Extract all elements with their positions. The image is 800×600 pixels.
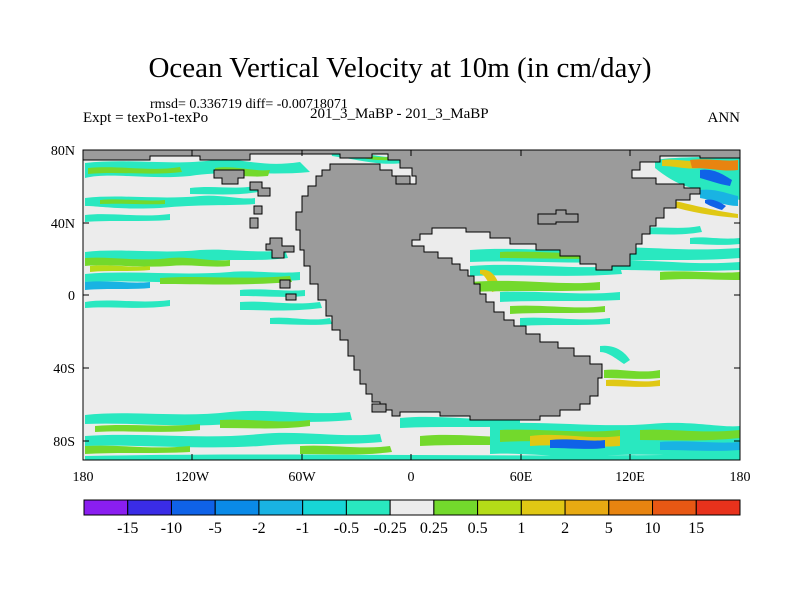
colorbar-swatch	[389, 499, 435, 516]
colorbar-swatch	[520, 499, 566, 516]
colorbar-label: 0.5	[468, 520, 488, 537]
case-label: 201_3_MaBP - 201_3_MaBP	[310, 106, 489, 122]
colorbar-label: -1	[296, 520, 309, 537]
lat-label-0: 0	[68, 289, 75, 304]
rmsd-diff-stats: rmsd= 0.336719 diff= -0.00718071	[150, 97, 348, 112]
colorbar-label: 0.25	[420, 520, 448, 537]
colorbar-label: 15	[688, 520, 704, 537]
colorbar-label: 5	[605, 520, 613, 537]
colorbar-label: 10	[645, 520, 661, 537]
season-label: ANN	[707, 110, 741, 126]
colorbar-swatch	[477, 499, 522, 516]
lon-label-60e: 60E	[510, 470, 533, 485]
lat-label-40s: 40S	[53, 362, 75, 377]
colorbar-swatch	[83, 499, 129, 516]
colorbar-swatch	[652, 499, 697, 516]
colorbar-label: 2	[561, 520, 569, 537]
colorbar-label: -2	[252, 520, 265, 537]
colorbar-label: -5	[209, 520, 222, 537]
lon-label-180w: 180	[73, 470, 94, 485]
colorbar-label: 1	[517, 520, 525, 537]
colorbar-swatch	[127, 499, 172, 516]
lon-label-120e: 120E	[615, 470, 645, 485]
colorbar-labels: -15 -10 -5 -2 -1 -0.5 -0.25 0.25 0.5 1 2 5 10 15	[117, 520, 704, 537]
lon-label-120w: 120W	[175, 470, 210, 485]
lon-label-0: 0	[408, 470, 415, 485]
axis-ticks	[82, 149, 741, 460]
colorbar-swatch	[345, 499, 391, 516]
land-masses	[83, 150, 740, 421]
colorbar-label: -0.5	[334, 520, 359, 537]
colorbar-label: -10	[161, 520, 182, 537]
colorbar-swatch	[170, 499, 216, 516]
colorbar-swatch	[258, 499, 304, 516]
map-panel	[83, 150, 740, 460]
colorbar-swatch	[608, 499, 654, 516]
experiment-label: Expt = texPo1-texPo	[83, 110, 209, 126]
lat-label-80s: 80S	[53, 435, 75, 450]
colorbar-swatch	[214, 499, 260, 516]
lat-label-40n: 40N	[51, 217, 75, 232]
lat-label-80n: 80N	[51, 144, 75, 159]
colorbar-label: -0.25	[373, 520, 406, 537]
colorbar	[83, 499, 741, 516]
colorbar-label: -15	[117, 520, 138, 537]
colorbar-swatch	[302, 499, 347, 516]
lon-label-180e: 180	[730, 470, 751, 485]
lon-label-60w: 60W	[288, 470, 316, 485]
colorbar-swatch	[564, 499, 610, 516]
colorbar-swatch	[433, 499, 479, 516]
velocity-field	[85, 150, 740, 460]
colorbar-swatch	[695, 499, 741, 516]
plot-title: Ocean Vertical Velocity at 10m (in cm/da…	[148, 52, 652, 84]
